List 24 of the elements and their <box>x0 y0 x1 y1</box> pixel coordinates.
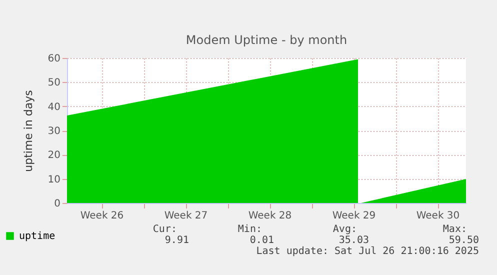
text: Max: <box>442 224 467 235</box>
y-tick-label: 20 <box>48 150 60 162</box>
y-axis-title: uptime in days <box>22 90 35 172</box>
y-tick-label: 30 <box>48 126 60 137</box>
text: Cur: <box>152 224 177 235</box>
y-tick-label: 40 <box>48 102 60 113</box>
y-tick-label: 10 <box>48 174 60 186</box>
text: Avg: <box>332 224 357 235</box>
x-tick-label: Week 26 <box>80 210 124 222</box>
text: Min: <box>238 224 262 235</box>
chart-title: Modem Uptime - by month <box>186 33 348 47</box>
y-tick-label: 60 <box>48 54 60 64</box>
x-tick-label: Week 30 <box>416 210 460 222</box>
legend-label: uptime <box>19 231 56 242</box>
x-tick-label: Week 28 <box>248 210 292 222</box>
x-tick-label: Week 27 <box>164 210 208 222</box>
text: 9.91 <box>164 235 189 246</box>
text: 35.03 <box>338 235 369 246</box>
y-tick-label: 0 <box>54 198 60 210</box>
text: 59.50 <box>448 235 479 246</box>
x-tick-label: Week 29 <box>332 210 376 222</box>
y-tick-label: 50 <box>48 78 60 89</box>
text: 0.01 <box>250 235 274 246</box>
text: Last update: Sat Jul 26 21:00:16 2025 <box>256 246 479 257</box>
